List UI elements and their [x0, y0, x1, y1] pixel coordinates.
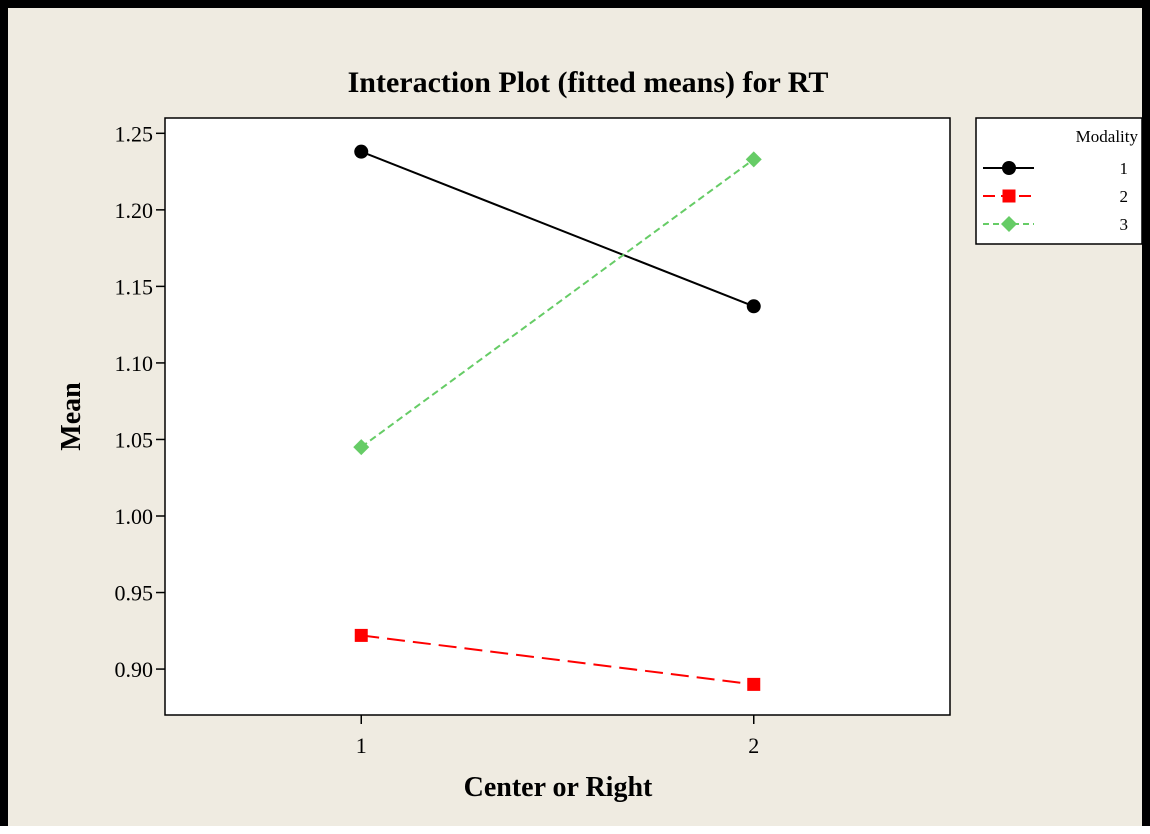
series-1: [354, 144, 761, 314]
legend-item-1: 1: [983, 159, 1128, 178]
data-point-square: [747, 677, 761, 691]
y-tick-label: 1.05: [115, 427, 154, 452]
legend: Modality 1 2 3: [975, 117, 1143, 245]
series-2: [354, 628, 761, 691]
y-axis-label: Mean: [56, 382, 87, 451]
chart-title: Interaction Plot (fitted means) for RT: [348, 66, 829, 99]
y-tick-label: 1.20: [115, 198, 154, 223]
legend-item-2: 2: [983, 187, 1128, 206]
legend-marker-square: [1002, 189, 1016, 203]
plot-area: [164, 117, 951, 716]
legend-label: 1: [1120, 159, 1129, 178]
data-point-circle: [354, 144, 369, 159]
legend-title: Modality: [1076, 127, 1139, 146]
series-3: [353, 151, 762, 456]
legend-marker-diamond: [1001, 216, 1017, 232]
data-point-diamond: [353, 439, 370, 456]
x-axis-label: Center or Right: [464, 772, 653, 803]
series-line: [360, 158, 755, 448]
x-tick-label: 2: [748, 733, 759, 758]
interaction-plot: Interaction Plot (fitted means) for RT 0…: [56, 66, 1143, 803]
legend-item-3: 3: [983, 215, 1128, 234]
y-tick-label: 1.10: [115, 351, 154, 376]
x-tick-label: 1: [356, 733, 367, 758]
series-line: [360, 150, 755, 308]
legend-marker-circle: [1002, 161, 1016, 175]
y-tick-label: 1.25: [115, 121, 154, 146]
y-tick-label: 0.90: [115, 657, 154, 682]
y-tick-label: 1.00: [115, 504, 154, 529]
series-layer: [353, 144, 762, 691]
y-axis: 0.90 0.95 1.00 1.05 1.10 1.15 1.20 1.25: [115, 121, 165, 682]
data-point-circle: [746, 299, 761, 314]
data-point-square: [354, 628, 368, 642]
data-point-diamond: [745, 151, 762, 168]
series-line: [361, 634, 754, 686]
legend-label: 2: [1120, 187, 1129, 206]
y-tick-label: 1.15: [115, 274, 154, 299]
y-tick-label: 0.95: [115, 581, 154, 606]
legend-label: 3: [1120, 215, 1129, 234]
